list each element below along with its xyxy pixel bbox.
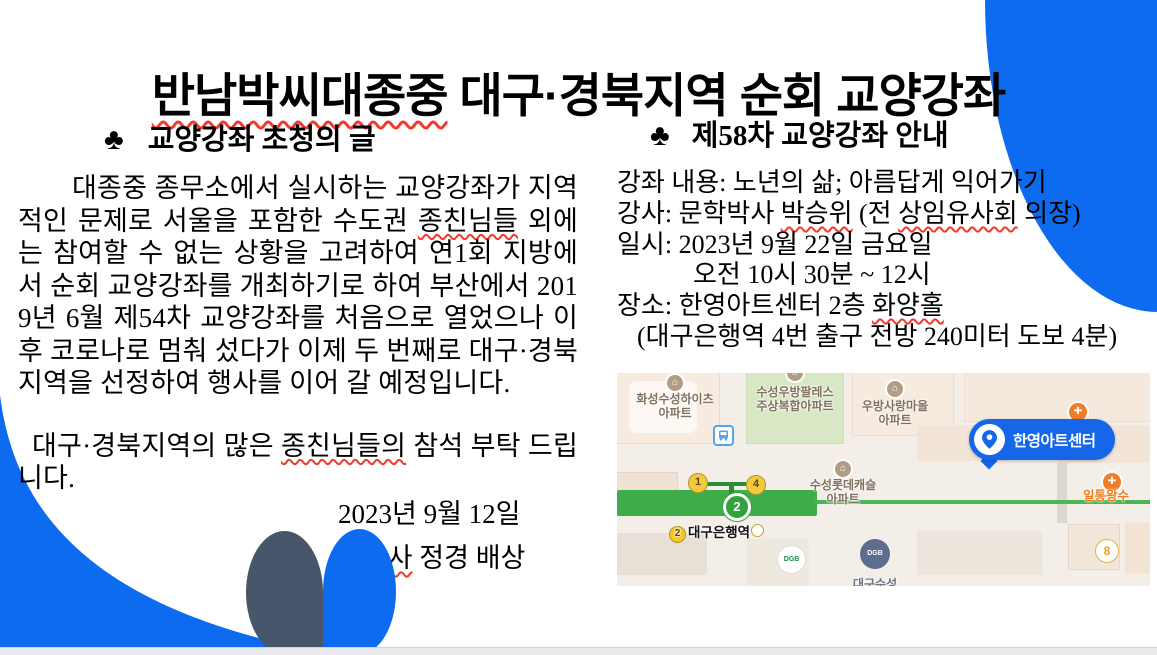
closing-block: 2023년 9월 12일 도유사 정경 배상 bbox=[338, 492, 598, 580]
lecture-info-section: ♣ 제58차 교양강좌 안내 강좌 내용: 노년의 삶; 아름답게 익어가기 강사… bbox=[617, 112, 1157, 353]
exit-4-badge: 4 bbox=[746, 475, 766, 495]
page-title: 반남박씨대종중 대구·경북지역 순회 교양강좌 bbox=[0, 57, 1157, 126]
lecturer-name: 박승위 bbox=[780, 198, 853, 228]
subway-line-thick bbox=[617, 490, 817, 516]
lecture-info-lines: 강좌 내용: 노년의 삶; 아름답게 익어가기 강사: 문학박사 박승위 (전 … bbox=[617, 168, 1157, 353]
lecture-info-header-text: 제58차 교양강좌 안내 bbox=[691, 120, 949, 152]
restaurant-poi-icon: ✚ bbox=[1103, 473, 1121, 491]
exit-connector-stub bbox=[729, 483, 734, 499]
apt-woobang-sarang-line2: 아파트 bbox=[878, 413, 912, 427]
map-pin-icon bbox=[982, 430, 997, 449]
bottom-edge-strip bbox=[0, 647, 1157, 655]
invitation-p2-text: 대구·경북지역의 많은 bbox=[32, 430, 281, 461]
bank-logo-icon: DGB bbox=[860, 539, 890, 569]
invitation-paragraph-2: 대구·경북지역의 많은 종친님들의 참석 부탁 드립니다. bbox=[18, 430, 578, 495]
map-block bbox=[1057, 463, 1067, 523]
lecturer-org: 상임유사회 bbox=[898, 198, 1018, 228]
date-line: 일시: 2023년 9월 22일 금요일 bbox=[617, 229, 933, 259]
line2-mini-badge: 2 bbox=[669, 526, 686, 543]
invitation-p1-text-cont: 외에는 참여할 수 없는 상황을 고려하여 연1회 지방에서 순회 교양강좌를 … bbox=[18, 205, 579, 399]
venue-hall: 화양홀 bbox=[872, 291, 944, 321]
lecture-topic-line: 강좌 내용: 노년의 삶; 아름답게 익어가기 bbox=[617, 168, 1047, 197]
partial-bottom-label: 대구수성 bbox=[852, 577, 898, 586]
directions-line: (대구은행역 4번 출구 전방 240미터 도보 4분) bbox=[637, 321, 1118, 351]
invitation-paragraph-1: 대종중 종무소에서 실시하는 교양강좌가 지역적인 문제로 서울을 포함한 수도… bbox=[18, 172, 578, 400]
apartment-icon: ⌂ bbox=[887, 381, 903, 397]
map-park bbox=[746, 373, 844, 444]
leaf-petal-dark bbox=[246, 531, 323, 654]
apartment-icon: ⌂ bbox=[787, 373, 803, 381]
busstop-mini-icon bbox=[751, 524, 765, 537]
invitation-p2-text-cont: 참석 부탁 드립니다. bbox=[18, 430, 578, 494]
map-block bbox=[629, 381, 697, 433]
lecturer-prefix: 강사: 문학박사 bbox=[617, 198, 781, 228]
invitation-header-text: 교양강좌 초청의 글 bbox=[147, 124, 376, 156]
lecturer-line: 강사: 문학박사 박승위 (전 상임유사회 의장) bbox=[617, 199, 1157, 230]
apt-woobang-palace-line2: 주상복합아파트 bbox=[756, 399, 834, 413]
title-rest-text: 대구·경북지역 순회 교양강좌 bbox=[447, 69, 1007, 123]
invitation-p1-text: 대종중 종무소에서 실시하는 교양강좌가 지역적인 문제로 서울을 포함한 수도… bbox=[18, 173, 578, 236]
apt-lotte-castle-line2: 아파트 bbox=[826, 492, 860, 506]
closing-date: 2023년 9월 12일 bbox=[338, 499, 521, 529]
title-underlined-text: 반남박씨대종중 bbox=[151, 69, 449, 123]
invitation-header: ♣ 교양강좌 초청의 글 bbox=[18, 116, 578, 158]
club-icon: ♣ bbox=[650, 119, 670, 152]
subway-line-thin bbox=[815, 500, 1150, 504]
bell-poi-icon: 8 bbox=[1095, 539, 1119, 563]
dgb-logo-icon: DGB bbox=[777, 545, 806, 574]
lecturer-mid: (전 bbox=[852, 198, 899, 228]
lecturer-suffix: 의장) bbox=[1017, 198, 1081, 228]
invitation-p1-misspelled: 종친님들 bbox=[417, 205, 519, 236]
map-block bbox=[617, 533, 707, 575]
marker-label: 한영아트센터 bbox=[1013, 432, 1096, 450]
map-block bbox=[917, 531, 1042, 575]
club-icon: ♣ bbox=[104, 123, 124, 156]
apt-lotte-castle-label: 수성롯데캐슬 아파트 bbox=[810, 478, 876, 506]
station-badge: 2 bbox=[723, 493, 751, 521]
invitation-section: ♣ 교양강좌 초청의 글 대종중 종무소에서 실시하는 교양강좌가 지역적인 문제… bbox=[18, 116, 578, 522]
station-label: 2 대구은행역 bbox=[669, 521, 765, 543]
map-block bbox=[852, 373, 954, 436]
apt-hwaseong-line2: 아파트 bbox=[658, 406, 692, 420]
apartment-icon: ⌂ bbox=[667, 375, 683, 391]
signature-name: 정경 배상 bbox=[412, 543, 526, 573]
exit-1-badge: 1 bbox=[688, 473, 708, 493]
apt-woobang-sarang-label: 우방사랑마을 아파트 bbox=[862, 399, 928, 427]
apartment-icon: ⌂ bbox=[835, 461, 851, 477]
time-line: 오전 10시 30분 ~ 12시 bbox=[693, 260, 931, 290]
map-block bbox=[964, 373, 1150, 422]
station-name-text: 대구은행역 bbox=[688, 525, 751, 540]
apt-woobang-palace-label: 수성우방팔레스 주상복합아파트 bbox=[756, 385, 833, 413]
venue-line: 장소: 한영아트센터 2층 화양홀 bbox=[617, 291, 1157, 322]
venue-prefix: 장소: 한영아트센터 2층 bbox=[617, 291, 873, 321]
hanyoung-art-center-marker: 한영아트센터 bbox=[969, 419, 1115, 460]
apt-lotte-castle-line1: 수성롯데캐슬 bbox=[809, 478, 877, 492]
marker-pin-circle bbox=[974, 424, 1005, 455]
lecture-info-header: ♣ 제58차 교양강좌 안내 bbox=[617, 112, 1157, 154]
apt-hwaseong-label: 화성수성하이츠 아파트 bbox=[636, 392, 713, 420]
bottom-left-blue-blob bbox=[0, 395, 305, 654]
map-block bbox=[1125, 523, 1150, 573]
restaurant-poi-label: 일통왕수 bbox=[1083, 489, 1130, 503]
restaurant-poi-icon: ✚ bbox=[1069, 403, 1087, 421]
invitation-p2-misspelled: 종친님들의 bbox=[280, 430, 407, 461]
busstop-icon bbox=[713, 425, 734, 446]
apt-woobang-sarang-line1: 우방사랑마을 bbox=[861, 399, 929, 413]
closing-signature: 도유사 정경 배상 bbox=[338, 536, 598, 580]
apt-woobang-palace-line1: 수성우방팔레스 bbox=[756, 385, 834, 399]
leaf-petal-blue bbox=[323, 529, 396, 654]
map-block bbox=[617, 472, 678, 492]
apt-hwaseong-line1: 화성수성하이츠 bbox=[636, 392, 714, 406]
